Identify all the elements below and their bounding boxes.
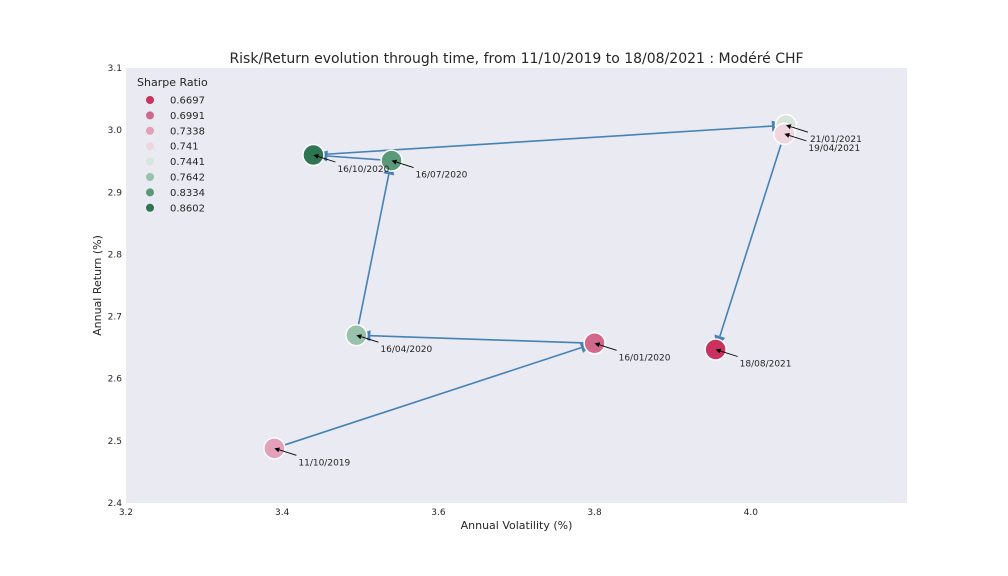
legend-label: 0.741 xyxy=(170,142,199,153)
legend-marker xyxy=(146,96,154,104)
legend-entry: 0.8334 xyxy=(146,188,205,199)
legend-label: 0.6991 xyxy=(170,111,205,122)
date-annotation: 16/10/2020 xyxy=(313,154,390,175)
legend-marker xyxy=(146,126,154,135)
date-annotation: 16/07/2020 xyxy=(391,159,468,181)
date-label: 18/08/2021 xyxy=(740,360,792,370)
legend-entry: 0.8602 xyxy=(146,203,205,214)
legend-label: 0.6697 xyxy=(170,96,205,107)
y-tick-label: 3.1 xyxy=(108,64,122,74)
date-annotation: 18/08/2021 xyxy=(715,348,792,370)
x-tick-label: 3.8 xyxy=(587,508,602,518)
legend-entry: 0.7642 xyxy=(146,173,205,184)
date-label: 16/04/2020 xyxy=(380,345,432,355)
x-tick-label: 4.0 xyxy=(744,508,759,518)
legend-label: 0.7441 xyxy=(170,157,205,168)
y-axis-ticks: 2.4 2.5 2.6 2.7 2.8 2.9 3.0 3.1 xyxy=(108,64,123,509)
legend-entry: 0.741 xyxy=(146,142,199,153)
y-tick-label: 2.4 xyxy=(108,499,123,509)
date-label: 16/01/2020 xyxy=(619,353,671,363)
date-annotation: 19/04/2021 xyxy=(784,133,860,154)
y-tick-label: 2.8 xyxy=(108,250,123,260)
date-label: 21/01/2021 xyxy=(810,135,862,145)
legend-entry: 0.6697 xyxy=(146,96,205,107)
legend-entry: 0.6991 xyxy=(146,111,205,122)
legend-marker xyxy=(146,188,154,197)
date-annotation: 16/04/2020 xyxy=(356,334,433,355)
legend-marker xyxy=(146,203,154,212)
legend-marker xyxy=(146,142,154,151)
x-tick-label: 3.6 xyxy=(431,508,446,518)
y-tick-label: 2.5 xyxy=(108,437,122,447)
x-tick-label: 3.2 xyxy=(119,508,133,518)
x-tick-label: 3.4 xyxy=(275,508,290,518)
legend-entries: 0.6697 0.6991 0.7338 0.741 0.7441 0.7642 0.833… xyxy=(146,96,205,214)
date-annotation: 11/10/2019 xyxy=(274,447,351,468)
y-axis-label: Annual Return (%) xyxy=(91,235,104,336)
y-tick-label: 2.6 xyxy=(108,375,123,385)
date-label: 16/10/2020 xyxy=(337,165,389,175)
legend-label: 0.7338 xyxy=(170,126,205,137)
date-label: 19/04/2021 xyxy=(808,144,860,154)
y-tick-label: 2.9 xyxy=(108,188,123,198)
legend: Sharpe Ratio 0.6697 0.6991 0.7338 0.741 0.74… xyxy=(137,76,208,214)
chart-title: Risk/Return evolution through time, from… xyxy=(229,51,803,67)
x-axis-label: Annual Volatility (%) xyxy=(461,519,573,532)
legend-marker xyxy=(146,173,154,181)
legend-marker xyxy=(146,111,154,120)
legend-label: 0.8334 xyxy=(170,188,205,199)
legend-label: 0.8602 xyxy=(170,203,205,214)
x-axis-ticks: 3.2 3.4 3.6 3.8 4.0 xyxy=(119,508,758,518)
date-annotations: 11/10/2019 16/01/2020 16/04/2020 16/07/2020… xyxy=(274,124,862,468)
date-label: 11/10/2019 xyxy=(298,458,350,468)
legend-marker xyxy=(146,157,154,166)
date-annotation: 21/01/2021 xyxy=(785,124,862,145)
date-label: 16/07/2020 xyxy=(416,171,468,181)
legend-entry: 0.7441 xyxy=(146,157,205,168)
legend-title: Sharpe Ratio xyxy=(137,76,208,89)
legend-entry: 0.7338 xyxy=(146,126,205,137)
legend-label: 0.7642 xyxy=(170,173,205,184)
y-tick-label: 3.0 xyxy=(108,126,123,136)
y-tick-label: 2.7 xyxy=(108,313,122,323)
date-annotation: 16/01/2020 xyxy=(594,342,671,363)
